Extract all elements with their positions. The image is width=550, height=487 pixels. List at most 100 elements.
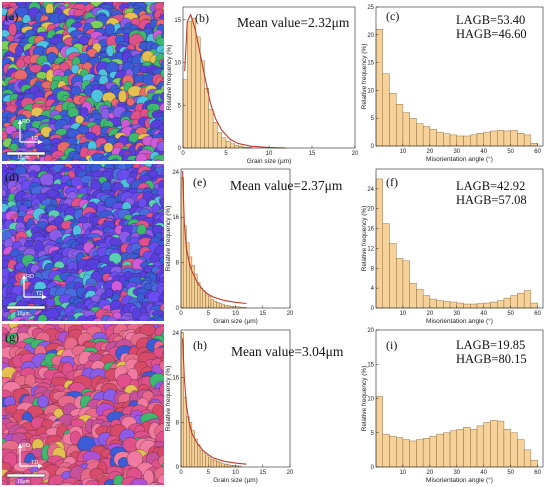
y-tick-label: 15: [174, 18, 181, 24]
bar: [382, 433, 390, 468]
ebsd-map-a: [2, 2, 164, 161]
grain: [143, 159, 153, 161]
bar: [497, 420, 505, 468]
x-tick-label: 60: [534, 470, 541, 476]
bar: [517, 292, 525, 309]
bars: [182, 17, 252, 149]
chart-e: 0 5 10 15 20 0 8 16 24 Grain size (μm) Relative fr…: [165, 168, 343, 325]
bar: [225, 140, 231, 149]
map-d-label: (d): [5, 170, 19, 184]
y-tick-label: 10: [367, 397, 374, 403]
plot-frame: [375, 6, 544, 147]
bar: [503, 130, 511, 147]
panel-label: (h): [193, 338, 207, 352]
bar: [476, 425, 484, 468]
grain: [85, 315, 95, 321]
grain: [118, 319, 127, 321]
bar: [402, 112, 410, 147]
grain: [159, 382, 164, 396]
bar: [497, 300, 505, 309]
bar: [389, 243, 397, 309]
bar: [208, 296, 212, 309]
x-tick-label: 20: [427, 470, 434, 476]
grain: [15, 58, 25, 69]
bar: [210, 299, 214, 309]
grain: [130, 478, 148, 485]
bar: [208, 457, 212, 468]
bar: [449, 134, 458, 147]
x-tick-label: 0: [179, 470, 183, 476]
y-axis-title: Relative frequency (%): [361, 366, 368, 432]
x-axis-title: Grain size (μm): [247, 158, 292, 165]
grain: [77, 483, 85, 485]
bar: [449, 301, 458, 309]
grain: [2, 319, 5, 321]
bar: [483, 302, 491, 309]
x-tick-label: 20: [427, 311, 434, 317]
grain: [38, 482, 50, 485]
x-tick-label: 0: [179, 311, 183, 317]
bar: [517, 133, 525, 147]
x-tick-label: 10: [232, 311, 239, 317]
bar: [523, 134, 532, 147]
ebsd-map-g-image: [2, 324, 164, 485]
bar: [530, 143, 538, 147]
bar: [221, 463, 225, 468]
grain: [158, 294, 164, 302]
bars: [180, 177, 247, 309]
bar: [409, 440, 417, 468]
y-tick-label: 20: [367, 328, 374, 334]
panel-label: (e): [193, 175, 206, 189]
grain: [84, 479, 100, 485]
bar: [227, 305, 231, 309]
bar: [186, 416, 190, 468]
grain: [125, 159, 134, 161]
grain: [109, 484, 119, 485]
y-axis-title: Relative frequency (%): [361, 206, 368, 272]
bar: [375, 178, 383, 309]
y-tick-label: 8: [176, 261, 180, 267]
y-tick-label: 5: [178, 103, 182, 109]
bar: [463, 135, 471, 147]
bar: [216, 302, 220, 309]
grain: [45, 189, 58, 198]
bar: [470, 429, 478, 468]
bar: [476, 303, 484, 309]
ebsd-map-g: [2, 324, 164, 485]
bars: [375, 29, 538, 147]
bar: [443, 432, 451, 468]
grain: [52, 319, 63, 321]
bar: [530, 459, 538, 468]
grain: [44, 154, 53, 161]
grain: [46, 51, 58, 64]
bar: [389, 92, 397, 147]
hagb-annotation: HAGB=80.15: [456, 352, 527, 366]
grain: [108, 252, 122, 265]
bar: [218, 462, 223, 468]
bar: [230, 143, 235, 149]
x-tick-label: 10: [400, 149, 407, 155]
x-tick-label: 5: [207, 470, 211, 476]
bar: [443, 133, 451, 147]
y-tick-label: 24: [172, 331, 179, 337]
bar: [202, 290, 206, 309]
bar: [416, 123, 424, 147]
grain: [158, 454, 164, 467]
y-tick-label: 25: [367, 5, 374, 11]
bar: [199, 450, 204, 468]
bars: [375, 396, 538, 468]
grain: [111, 158, 120, 161]
map-d-axis-v: RD: [26, 274, 34, 280]
y-tick-label: 20: [367, 207, 374, 213]
bar: [389, 435, 397, 468]
grain: [159, 196, 164, 209]
fit-curve: [182, 338, 247, 465]
bar: [217, 132, 222, 149]
x-tick-label: 60: [534, 311, 541, 317]
map-a-scale-bar: [6, 151, 46, 156]
y-tick-label: 0: [178, 146, 182, 152]
mean-value-annotation: Mean value=2.32μm: [237, 15, 350, 30]
bar: [205, 455, 209, 468]
